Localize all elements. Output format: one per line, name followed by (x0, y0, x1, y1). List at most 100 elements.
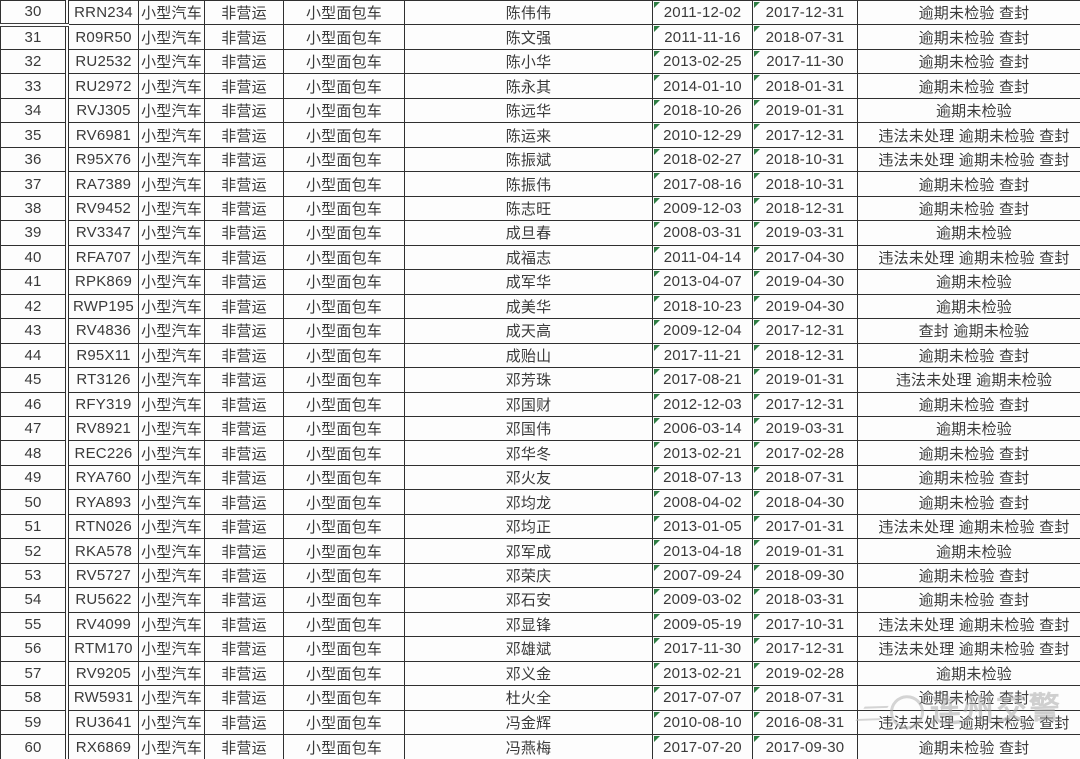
cell-row-number[interactable]: 46 (0, 391, 68, 417)
cell-status[interactable]: 查封 逾期未检验 (857, 318, 1080, 344)
cell-status[interactable]: 逾期未检验 查封 (857, 195, 1080, 222)
cell-inspection-due-date[interactable]: 2017-01-31 (752, 513, 858, 540)
cell-register-date[interactable]: 2008-03-31 (652, 220, 753, 246)
cell-use-nature[interactable]: 非营运 (204, 489, 284, 515)
cell-use-nature[interactable]: 非营运 (204, 24, 284, 50)
cell-vehicle-type[interactable]: 小型汽车 (138, 0, 205, 26)
cell-model[interactable]: 小型面包车 (283, 587, 405, 613)
cell-plate[interactable]: RW5931 (65, 685, 139, 711)
cell-use-nature[interactable]: 非营运 (204, 97, 284, 124)
cell-model[interactable]: 小型面包车 (283, 367, 405, 393)
cell-inspection-due-date[interactable]: 2019-01-31 (752, 97, 858, 124)
cell-plate[interactable]: RTM170 (65, 636, 139, 662)
cell-vehicle-type[interactable]: 小型汽车 (138, 440, 205, 466)
cell-vehicle-type[interactable]: 小型汽车 (138, 342, 205, 369)
cell-status[interactable]: 违法未处理 逾期未检验 查封 (857, 244, 1080, 271)
cell-vehicle-type[interactable]: 小型汽车 (138, 146, 205, 173)
cell-inspection-due-date[interactable]: 2017-02-28 (752, 440, 858, 466)
cell-inspection-due-date[interactable]: 2018-12-31 (752, 195, 858, 222)
cell-plate[interactable]: RX6869 (65, 734, 139, 759)
cell-row-number[interactable]: 53 (0, 562, 68, 589)
cell-plate[interactable]: R09R50 (65, 24, 139, 50)
cell-row-number[interactable]: 43 (0, 318, 68, 344)
cell-owner[interactable]: 邓均龙 (404, 489, 653, 515)
cell-vehicle-type[interactable]: 小型汽车 (138, 538, 205, 564)
cell-register-date[interactable]: 2013-02-21 (652, 440, 753, 466)
cell-row-number[interactable]: 49 (0, 464, 68, 491)
cell-model[interactable]: 小型面包车 (283, 73, 405, 99)
cell-owner[interactable]: 陈永其 (404, 73, 653, 99)
cell-register-date[interactable]: 2017-11-21 (652, 342, 753, 369)
cell-inspection-due-date[interactable]: 2018-10-31 (752, 146, 858, 173)
cell-vehicle-type[interactable]: 小型汽车 (138, 636, 205, 662)
cell-model[interactable]: 小型面包车 (283, 415, 405, 442)
cell-use-nature[interactable]: 非营运 (204, 73, 284, 99)
cell-model[interactable]: 小型面包车 (283, 269, 405, 295)
cell-vehicle-type[interactable]: 小型汽车 (138, 391, 205, 417)
cell-status[interactable]: 逾期未检验 (857, 660, 1080, 687)
cell-plate[interactable]: RV4836 (65, 318, 139, 344)
cell-plate[interactable]: R95X11 (65, 342, 139, 369)
cell-status[interactable]: 逾期未检验 查封 (857, 73, 1080, 99)
cell-status[interactable]: 逾期未检验 查封 (857, 391, 1080, 417)
cell-register-date[interactable]: 2013-04-07 (652, 269, 753, 295)
cell-inspection-due-date[interactable]: 2019-04-30 (752, 269, 858, 295)
cell-inspection-due-date[interactable]: 2017-12-31 (752, 636, 858, 662)
cell-status[interactable]: 逾期未检验 (857, 97, 1080, 124)
cell-status[interactable]: 逾期未检验 (857, 293, 1080, 320)
cell-row-number[interactable]: 33 (0, 73, 68, 99)
cell-use-nature[interactable]: 非营运 (204, 293, 284, 320)
cell-register-date[interactable]: 2008-04-02 (652, 489, 753, 515)
cell-inspection-due-date[interactable]: 2017-12-31 (752, 122, 858, 148)
cell-vehicle-type[interactable]: 小型汽车 (138, 48, 205, 75)
cell-inspection-due-date[interactable]: 2019-01-31 (752, 538, 858, 564)
cell-use-nature[interactable]: 非营运 (204, 513, 284, 540)
cell-register-date[interactable]: 2017-07-07 (652, 685, 753, 711)
cell-owner[interactable]: 邓雄斌 (404, 636, 653, 662)
cell-plate[interactable]: RU2532 (65, 48, 139, 75)
cell-vehicle-type[interactable]: 小型汽车 (138, 709, 205, 736)
cell-row-number[interactable]: 48 (0, 440, 68, 466)
cell-model[interactable]: 小型面包车 (283, 195, 405, 222)
cell-use-nature[interactable]: 非营运 (204, 146, 284, 173)
cell-register-date[interactable]: 2009-12-03 (652, 195, 753, 222)
cell-use-nature[interactable]: 非营运 (204, 734, 284, 759)
cell-row-number[interactable]: 47 (0, 415, 68, 442)
cell-model[interactable]: 小型面包车 (283, 464, 405, 491)
cell-inspection-due-date[interactable]: 2018-03-31 (752, 587, 858, 613)
cell-model[interactable]: 小型面包车 (283, 24, 405, 50)
cell-vehicle-type[interactable]: 小型汽车 (138, 220, 205, 246)
cell-model[interactable]: 小型面包车 (283, 48, 405, 75)
cell-row-number[interactable]: 57 (0, 660, 68, 687)
cell-inspection-due-date[interactable]: 2018-07-31 (752, 685, 858, 711)
cell-plate[interactable]: RRN234 (65, 0, 139, 26)
cell-row-number[interactable]: 37 (0, 171, 68, 197)
cell-model[interactable]: 小型面包车 (283, 0, 405, 26)
cell-inspection-due-date[interactable]: 2017-04-30 (752, 244, 858, 271)
cell-use-nature[interactable]: 非营运 (204, 244, 284, 271)
cell-vehicle-type[interactable]: 小型汽车 (138, 318, 205, 344)
cell-use-nature[interactable]: 非营运 (204, 685, 284, 711)
cell-plate[interactable]: RT3126 (65, 367, 139, 393)
cell-owner[interactable]: 陈伟伟 (404, 0, 653, 26)
cell-status[interactable]: 逾期未检验 查封 (857, 464, 1080, 491)
cell-model[interactable]: 小型面包车 (283, 660, 405, 687)
cell-plate[interactable]: RFY319 (65, 391, 139, 417)
cell-row-number[interactable]: 32 (0, 48, 68, 75)
cell-status[interactable]: 逾期未检验 查封 (857, 24, 1080, 50)
cell-row-number[interactable]: 31 (0, 24, 68, 50)
cell-row-number[interactable]: 41 (0, 269, 68, 295)
cell-inspection-due-date[interactable]: 2018-12-31 (752, 342, 858, 369)
cell-model[interactable]: 小型面包车 (283, 538, 405, 564)
cell-inspection-due-date[interactable]: 2018-09-30 (752, 562, 858, 589)
cell-vehicle-type[interactable]: 小型汽车 (138, 587, 205, 613)
cell-model[interactable]: 小型面包车 (283, 562, 405, 589)
cell-owner[interactable]: 陈振斌 (404, 146, 653, 173)
cell-use-nature[interactable]: 非营运 (204, 464, 284, 491)
cell-register-date[interactable]: 2017-08-21 (652, 367, 753, 393)
cell-plate[interactable]: R95X76 (65, 146, 139, 173)
cell-use-nature[interactable]: 非营运 (204, 122, 284, 148)
cell-register-date[interactable]: 2018-07-13 (652, 464, 753, 491)
cell-owner[interactable]: 陈文强 (404, 24, 653, 50)
cell-owner[interactable]: 邓火友 (404, 464, 653, 491)
